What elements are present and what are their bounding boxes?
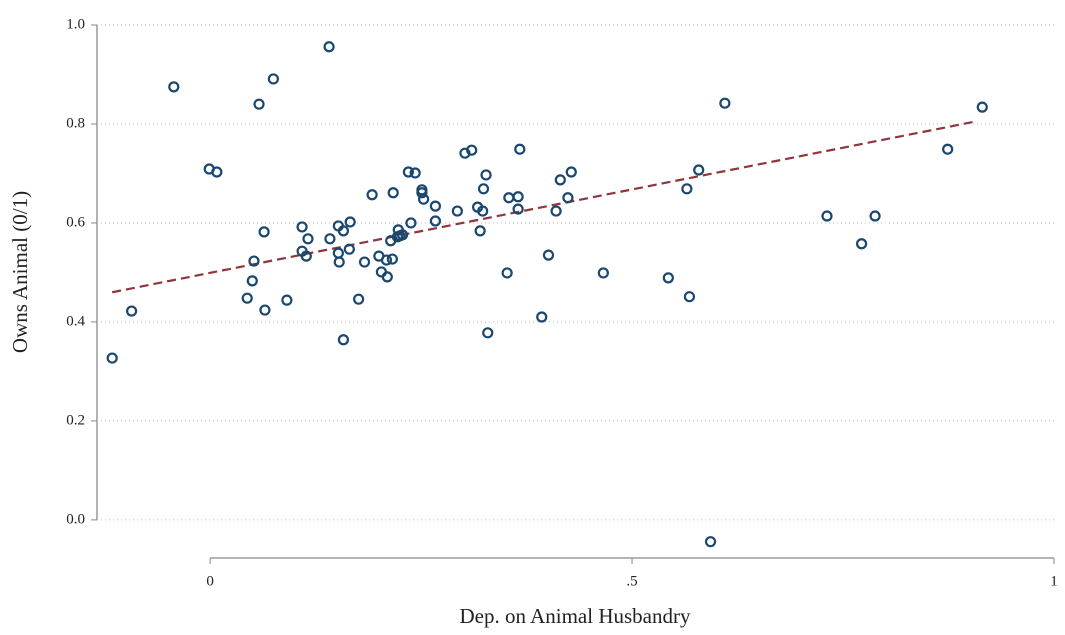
point <box>503 192 515 204</box>
point <box>126 305 138 317</box>
point <box>562 192 574 204</box>
x-tick-label: .5 <box>626 573 637 589</box>
point <box>704 536 717 548</box>
point <box>719 97 731 109</box>
x-tick-label: 0 <box>206 573 214 589</box>
point <box>380 254 393 266</box>
point <box>451 205 463 217</box>
point <box>241 292 253 304</box>
point <box>248 255 260 267</box>
point <box>662 272 674 284</box>
point <box>381 271 393 283</box>
point <box>550 205 562 217</box>
point <box>246 275 258 287</box>
x-axis-label: Dep. on Animal Husbandry <box>460 604 691 628</box>
point <box>429 215 442 227</box>
point <box>554 174 566 186</box>
y-tick-label: 0.2 <box>66 412 85 428</box>
point <box>855 238 868 250</box>
point <box>681 183 693 195</box>
point <box>106 352 118 364</box>
point <box>337 225 350 237</box>
point <box>332 247 344 259</box>
point <box>429 200 442 212</box>
point <box>353 293 365 305</box>
point <box>976 101 988 113</box>
point <box>333 256 345 268</box>
point <box>474 225 486 237</box>
point <box>211 166 223 178</box>
y-tick-label: 0.4 <box>66 313 85 329</box>
point <box>477 205 489 217</box>
point <box>512 191 524 203</box>
point <box>387 187 399 199</box>
point <box>542 249 555 261</box>
point <box>267 73 279 85</box>
point <box>168 81 180 93</box>
point <box>258 226 270 238</box>
point <box>514 143 526 155</box>
point <box>501 267 513 279</box>
y-tick-label: 1.0 <box>66 16 85 32</box>
point <box>869 210 881 222</box>
y-tick-label: 0.8 <box>66 115 85 131</box>
point <box>324 233 336 245</box>
point <box>482 327 494 339</box>
point <box>536 311 548 323</box>
point <box>693 164 705 176</box>
point <box>409 167 421 179</box>
point <box>417 193 430 205</box>
point <box>402 166 415 178</box>
point <box>477 183 490 195</box>
fit-line <box>111 120 976 294</box>
point <box>416 187 428 199</box>
point <box>296 221 308 233</box>
point <box>337 334 350 346</box>
point <box>942 143 954 155</box>
point <box>821 210 833 222</box>
point <box>466 144 478 156</box>
y-axis-label: Owns Animal (0/1) <box>8 191 32 353</box>
point <box>375 266 387 278</box>
point <box>565 166 577 178</box>
point <box>512 203 524 215</box>
point <box>405 217 417 229</box>
point <box>302 233 314 245</box>
point <box>396 229 409 241</box>
y-tick-label: 0.0 <box>66 511 85 527</box>
point <box>323 41 335 53</box>
point <box>386 253 398 265</box>
y-tick-label: 0.6 <box>66 214 85 230</box>
point <box>597 267 609 279</box>
point <box>344 216 356 228</box>
point <box>358 256 371 268</box>
x-tick-label: 1 <box>1050 573 1058 589</box>
point <box>253 98 265 110</box>
point <box>683 291 696 303</box>
point <box>259 304 271 316</box>
point <box>281 294 293 306</box>
point <box>480 169 492 181</box>
point <box>343 243 355 255</box>
point <box>366 189 378 201</box>
point <box>300 250 312 262</box>
